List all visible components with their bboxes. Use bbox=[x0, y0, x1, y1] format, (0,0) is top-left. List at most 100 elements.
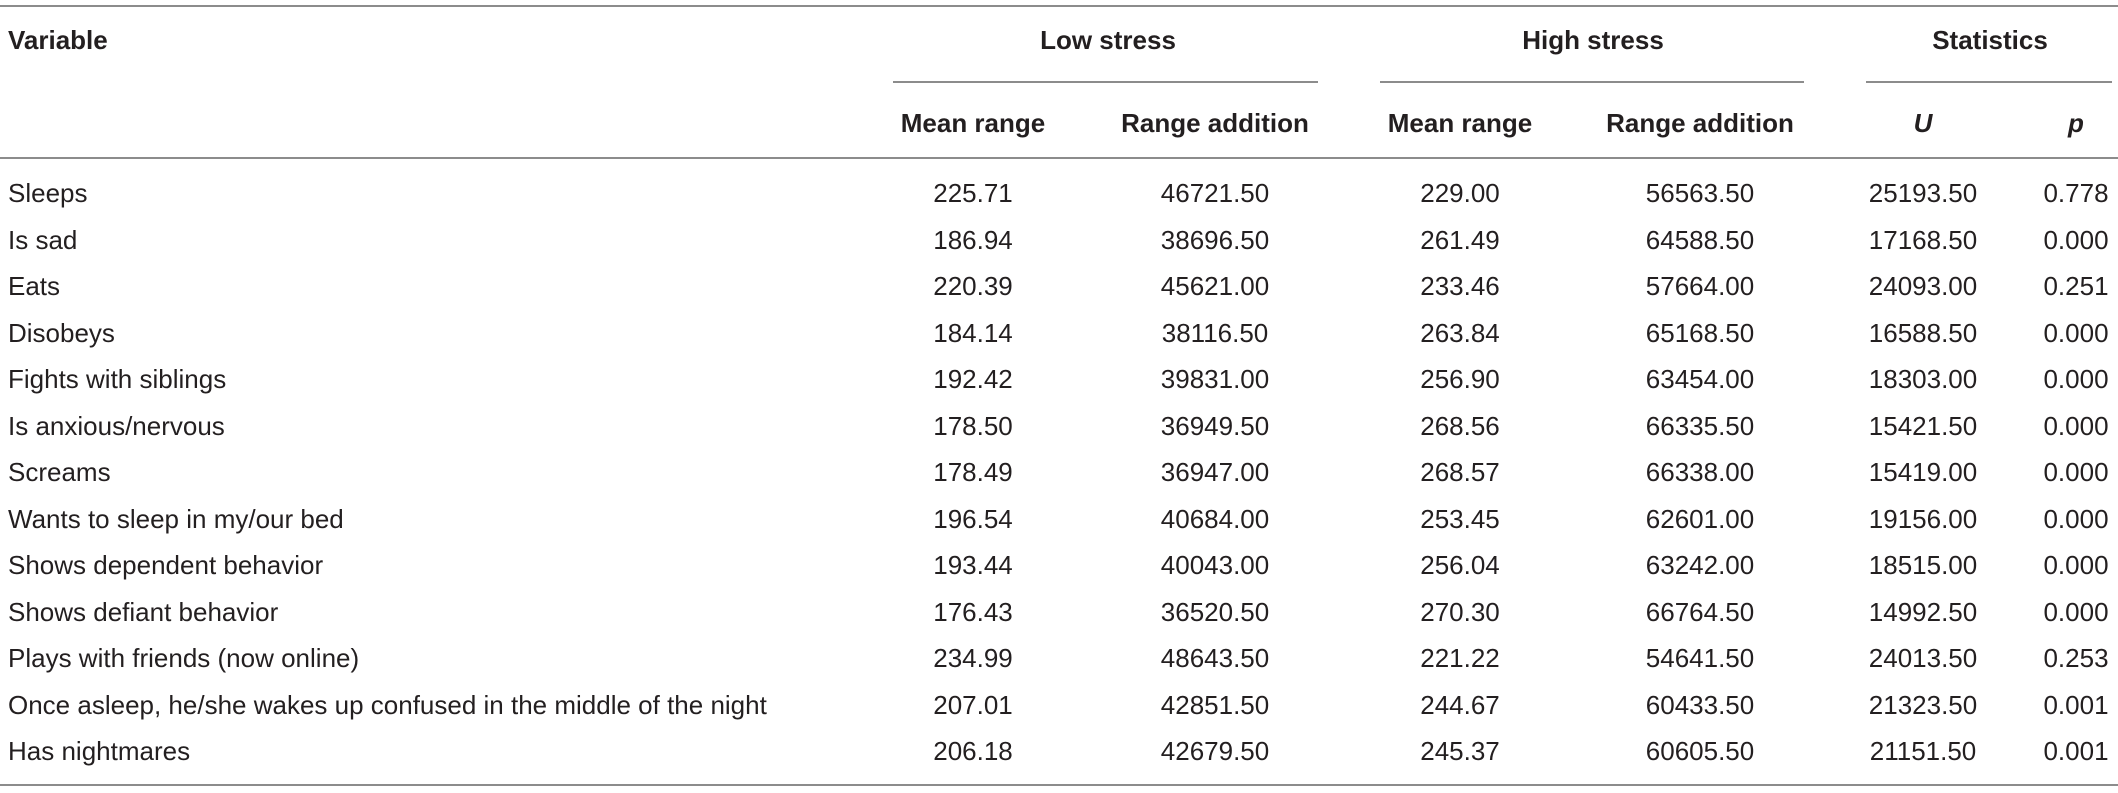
cell-low-range-addition: 39831.00 bbox=[1160, 364, 1270, 394]
cell-low-range-addition: 38116.50 bbox=[1161, 318, 1269, 348]
cell-high-range-addition: 54641.50 bbox=[1645, 643, 1755, 673]
cell-high-range-addition: 62601.00 bbox=[1645, 504, 1755, 534]
cell-low-mean-range: 192.42 bbox=[933, 364, 1013, 394]
cell-u: 19156.00 bbox=[1868, 504, 1978, 534]
cell-u: 24093.00 bbox=[1868, 271, 1978, 301]
row-label: Shows defiant behavior bbox=[8, 597, 279, 627]
row-label: Wants to sleep in my/our bed bbox=[8, 504, 344, 534]
cell-high-mean-range: 229.00 bbox=[1420, 178, 1500, 208]
row-label: Shows dependent behavior bbox=[8, 550, 324, 580]
cell-p: 0.251 bbox=[2043, 271, 2109, 301]
cell-low-mean-range: 193.44 bbox=[933, 550, 1013, 580]
cell-low-mean-range: 178.50 bbox=[933, 411, 1013, 441]
cell-high-range-addition: 64588.50 bbox=[1645, 225, 1755, 255]
cell-high-range-addition: 56563.50 bbox=[1645, 178, 1755, 208]
row-label: Fights with siblings bbox=[8, 364, 227, 394]
subheader-high-range-addition: Range addition bbox=[1606, 108, 1794, 138]
cell-p: 0.001 bbox=[2043, 736, 2109, 766]
cell-low-range-addition: 48643.50 bbox=[1160, 643, 1270, 673]
cell-high-range-addition: 57664.00 bbox=[1645, 271, 1755, 301]
cell-low-range-addition: 40043.00 bbox=[1160, 550, 1270, 580]
cell-low-mean-range: 178.49 bbox=[933, 457, 1013, 487]
cell-low-range-addition: 42851.50 bbox=[1160, 690, 1270, 720]
cell-high-range-addition: 65168.50 bbox=[1645, 318, 1755, 348]
cell-low-range-addition: 40684.00 bbox=[1160, 504, 1270, 534]
cell-u: 15421.50 bbox=[1868, 411, 1978, 441]
cell-p: 0.001 bbox=[2043, 690, 2109, 720]
cell-low-range-addition: 36520.50 bbox=[1160, 597, 1270, 627]
cell-high-range-addition: 66335.50 bbox=[1645, 411, 1755, 441]
cell-high-mean-range: 270.30 bbox=[1420, 597, 1500, 627]
cell-low-range-addition: 36949.50 bbox=[1160, 411, 1270, 441]
cell-low-mean-range: 206.18 bbox=[933, 736, 1013, 766]
row-label: Is anxious/nervous bbox=[8, 411, 225, 441]
cell-u: 17168.50 bbox=[1868, 225, 1978, 255]
cell-low-range-addition: 42679.50 bbox=[1160, 736, 1270, 766]
cell-high-mean-range: 233.46 bbox=[1420, 271, 1500, 301]
cell-high-range-addition: 66338.00 bbox=[1645, 457, 1755, 487]
header-group-low-stress: Low stress bbox=[1040, 25, 1176, 55]
header-group-statistics: Statistics bbox=[1932, 25, 2048, 55]
subheader-low-range-addition: Range addition bbox=[1121, 108, 1309, 138]
cell-p: 0.778 bbox=[2043, 178, 2109, 208]
row-label: Plays with friends (now online) bbox=[8, 643, 360, 673]
cell-p: 0.000 bbox=[2043, 364, 2109, 394]
cell-high-range-addition: 63454.00 bbox=[1645, 364, 1755, 394]
header-group-high-stress: High stress bbox=[1522, 25, 1664, 55]
cell-p: 0.000 bbox=[2043, 504, 2109, 534]
cell-high-mean-range: 253.45 bbox=[1420, 504, 1500, 534]
header-variable: Variable bbox=[8, 25, 108, 55]
row-label: Disobeys bbox=[8, 318, 115, 348]
cell-low-mean-range: 196.54 bbox=[933, 504, 1013, 534]
bottom-rule bbox=[0, 784, 2118, 786]
cell-high-mean-range: 261.49 bbox=[1420, 225, 1500, 255]
row-label: Once asleep, he/she wakes up confused in… bbox=[8, 690, 767, 720]
cell-low-mean-range: 225.71 bbox=[933, 178, 1013, 208]
cell-high-mean-range: 244.67 bbox=[1420, 690, 1500, 720]
row-label: Is sad bbox=[8, 225, 78, 255]
cell-low-mean-range: 220.39 bbox=[933, 271, 1013, 301]
cell-p: 0.000 bbox=[2043, 225, 2109, 255]
cell-p: 0.000 bbox=[2043, 550, 2109, 580]
cell-u: 14992.50 bbox=[1868, 597, 1978, 627]
cell-p: 0.000 bbox=[2043, 411, 2109, 441]
cell-high-mean-range: 256.90 bbox=[1420, 364, 1500, 394]
top-rule bbox=[0, 5, 2118, 7]
cell-low-mean-range: 207.01 bbox=[933, 690, 1013, 720]
cell-low-mean-range: 234.99 bbox=[933, 643, 1013, 673]
subheader-low-mean-range: Mean range bbox=[900, 108, 1046, 138]
cell-u: 25193.50 bbox=[1868, 178, 1978, 208]
cell-u: 18303.00 bbox=[1868, 364, 1978, 394]
cell-u: 21323.50 bbox=[1868, 690, 1978, 720]
group-rule-high-stress bbox=[1380, 81, 1804, 83]
cell-low-range-addition: 38696.50 bbox=[1160, 225, 1270, 255]
cell-high-mean-range: 263.84 bbox=[1420, 318, 1500, 348]
group-rule-statistics bbox=[1866, 81, 2112, 83]
cell-low-mean-range: 184.14 bbox=[933, 318, 1013, 348]
cell-u: 24013.50 bbox=[1868, 643, 1978, 673]
cell-p: 0.000 bbox=[2043, 597, 2109, 627]
cell-low-mean-range: 186.94 bbox=[933, 225, 1013, 255]
cell-u: 15419.00 bbox=[1868, 457, 1978, 487]
cell-high-mean-range: 268.57 bbox=[1420, 457, 1500, 487]
cell-high-range-addition: 60605.50 bbox=[1645, 736, 1755, 766]
subheader-p: p bbox=[2068, 108, 2084, 138]
row-label: Eats bbox=[8, 271, 61, 301]
cell-high-range-addition: 60433.50 bbox=[1645, 690, 1755, 720]
row-label: Has nightmares bbox=[8, 736, 191, 766]
cell-u: 18515.00 bbox=[1868, 550, 1978, 580]
cell-low-range-addition: 36947.00 bbox=[1160, 457, 1270, 487]
cell-high-range-addition: 63242.00 bbox=[1645, 550, 1755, 580]
cell-u: 16588.50 bbox=[1868, 318, 1978, 348]
cell-high-mean-range: 245.37 bbox=[1420, 736, 1500, 766]
subheader-u: U bbox=[1913, 108, 1933, 138]
header-rule bbox=[0, 157, 2118, 159]
cell-high-mean-range: 256.04 bbox=[1420, 550, 1500, 580]
cell-high-mean-range: 268.56 bbox=[1420, 411, 1500, 441]
group-rule-low-stress bbox=[893, 81, 1318, 83]
row-label: Screams bbox=[8, 457, 111, 487]
cell-low-range-addition: 46721.50 bbox=[1160, 178, 1270, 208]
cell-p: 0.253 bbox=[2043, 643, 2109, 673]
cell-p: 0.000 bbox=[2043, 457, 2109, 487]
